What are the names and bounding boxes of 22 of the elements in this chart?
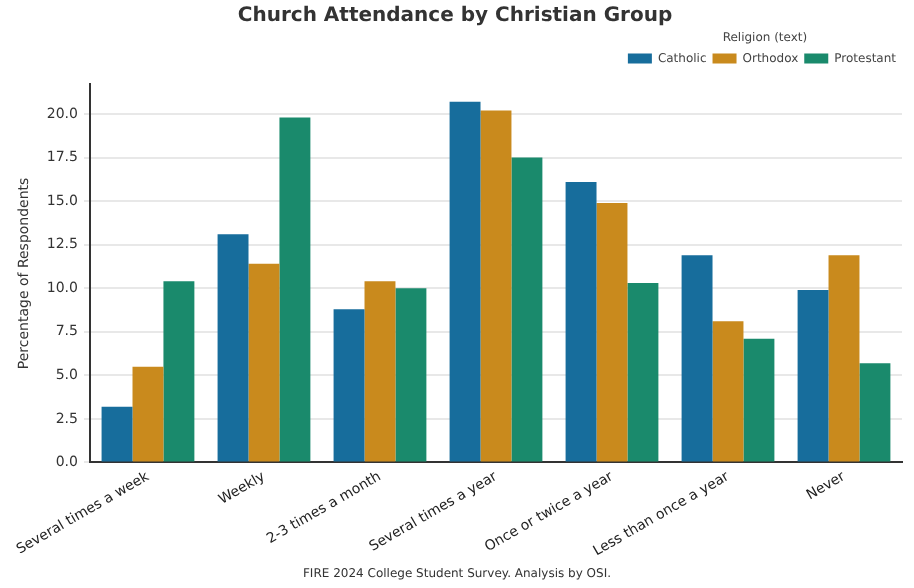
bar [248,263,280,462]
bar [163,281,195,462]
bar [511,157,543,462]
bar [395,288,427,462]
chart-title: Church Attendance by Christian Group [237,5,673,28]
bar [480,110,512,462]
bar [596,202,628,462]
bar [132,366,164,462]
bar [627,283,659,462]
bar [565,181,597,462]
bar [859,363,891,462]
bar [828,255,860,462]
bar [743,338,775,462]
bar [712,321,744,462]
bar [279,117,311,462]
bar [364,281,396,462]
bar [217,234,249,462]
bar [449,101,481,462]
bar [797,290,829,462]
bar [333,309,365,462]
bar [101,406,133,462]
bar [681,255,713,462]
